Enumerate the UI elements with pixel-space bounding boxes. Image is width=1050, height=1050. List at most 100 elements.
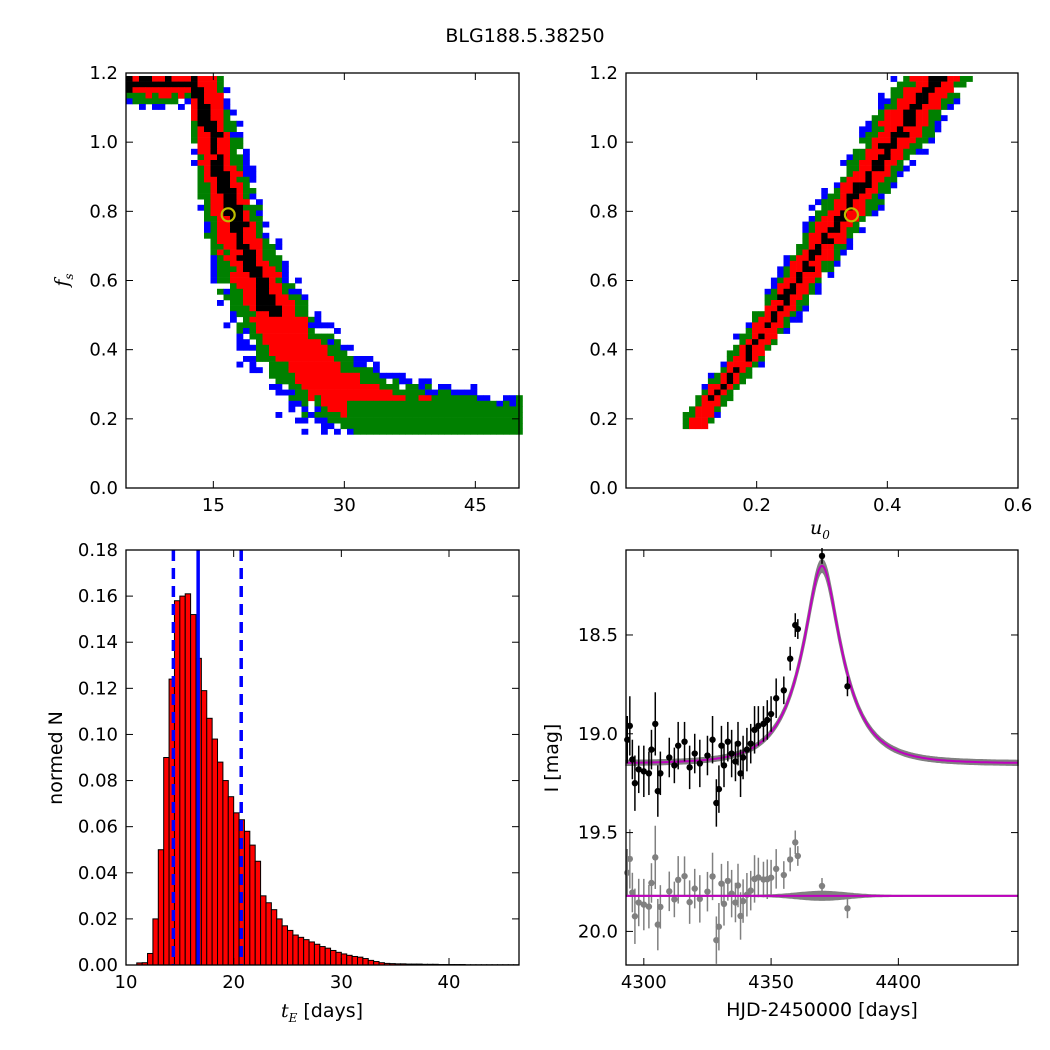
density-cell xyxy=(269,255,276,262)
density-cell xyxy=(295,417,302,424)
density-cell xyxy=(256,356,263,362)
density-cell xyxy=(720,372,728,379)
density-cell xyxy=(896,104,904,110)
density-cell xyxy=(282,344,289,351)
density-cell xyxy=(223,176,231,183)
density-cell xyxy=(360,356,367,362)
density-cell xyxy=(720,361,728,368)
density-cell xyxy=(366,423,374,430)
density-cell xyxy=(191,76,198,82)
residual-point xyxy=(652,854,659,861)
density-cell xyxy=(373,367,380,374)
density-cell xyxy=(802,221,809,228)
density-cell xyxy=(314,344,322,351)
density-cell xyxy=(256,283,263,290)
density-cell xyxy=(366,384,374,390)
density-cell xyxy=(922,115,929,122)
density-cell xyxy=(802,266,809,273)
density-cell xyxy=(269,266,276,273)
density-cell xyxy=(288,322,296,329)
density-cell xyxy=(230,294,237,301)
density-cell xyxy=(314,389,322,396)
density-cell xyxy=(373,361,380,368)
density-cell xyxy=(334,378,341,385)
density-cell xyxy=(878,188,885,194)
density-cell xyxy=(275,339,283,346)
density-cell xyxy=(752,361,759,368)
density-cell xyxy=(197,109,205,116)
density-cell xyxy=(796,266,803,273)
histogram-bar xyxy=(217,761,224,966)
density-cell xyxy=(827,244,835,250)
density-cell xyxy=(295,328,302,334)
density-cell xyxy=(871,115,879,122)
density-cell xyxy=(701,406,709,413)
density-cell xyxy=(752,356,759,362)
density-cell xyxy=(236,339,244,346)
density-cell xyxy=(197,165,205,172)
density-cell xyxy=(275,378,283,385)
density-cell xyxy=(165,98,172,105)
histogram-bar xyxy=(179,595,186,966)
density-cell xyxy=(132,98,140,105)
density-cell xyxy=(451,423,458,430)
density-cell xyxy=(145,87,153,94)
density-cell xyxy=(295,316,302,323)
density-cell xyxy=(386,372,393,379)
tE-histogram-frame xyxy=(125,549,520,966)
histogram-bar xyxy=(340,953,348,966)
density-cell xyxy=(217,137,224,144)
density-cell xyxy=(373,389,380,396)
density-cell xyxy=(833,199,841,206)
density-cell xyxy=(884,143,891,150)
density-cell xyxy=(947,92,954,99)
density-cell xyxy=(308,356,315,362)
density-cell xyxy=(282,356,289,362)
density-cell xyxy=(249,361,257,368)
density-cell xyxy=(275,350,283,357)
density-cell xyxy=(210,92,218,99)
density-cell xyxy=(243,249,250,256)
density-cell xyxy=(509,417,517,424)
data-point xyxy=(713,799,720,807)
density-cell xyxy=(509,423,517,430)
density-cell xyxy=(275,361,283,368)
density-cell xyxy=(321,333,328,340)
residual-point xyxy=(755,874,762,881)
density-cell xyxy=(934,92,942,99)
density-cell xyxy=(922,148,929,155)
data-point xyxy=(720,762,728,769)
density-cell xyxy=(269,367,276,374)
residual-point xyxy=(732,899,739,906)
density-cell xyxy=(903,132,910,138)
density-cell xyxy=(217,204,224,211)
lightcurve-y-axis-label: I [mag] xyxy=(541,724,563,793)
density-cell xyxy=(802,272,809,278)
density-cell xyxy=(815,238,822,245)
density-cell xyxy=(827,255,835,262)
density-cell xyxy=(915,76,923,82)
density-cell xyxy=(815,288,822,295)
density-cell xyxy=(236,216,244,222)
density-cell xyxy=(353,378,361,385)
density-cell xyxy=(282,277,289,284)
density-cell xyxy=(941,76,948,82)
residual-point xyxy=(654,921,662,928)
density-cell xyxy=(840,232,847,239)
density-cell xyxy=(197,104,205,110)
density-cell xyxy=(217,132,224,138)
density-cell xyxy=(243,294,250,301)
density-cell xyxy=(301,300,309,306)
density-cell xyxy=(288,356,296,362)
density-cell xyxy=(796,300,803,306)
density-cell xyxy=(720,367,728,374)
density-cell xyxy=(327,378,335,385)
density-cell xyxy=(386,417,393,424)
density-cell xyxy=(783,305,791,312)
density-cell xyxy=(314,384,322,390)
density-cell xyxy=(373,412,380,418)
density-cell xyxy=(204,148,211,155)
density-cell xyxy=(223,148,231,155)
density-cell xyxy=(840,249,847,256)
density-cell xyxy=(314,372,322,379)
